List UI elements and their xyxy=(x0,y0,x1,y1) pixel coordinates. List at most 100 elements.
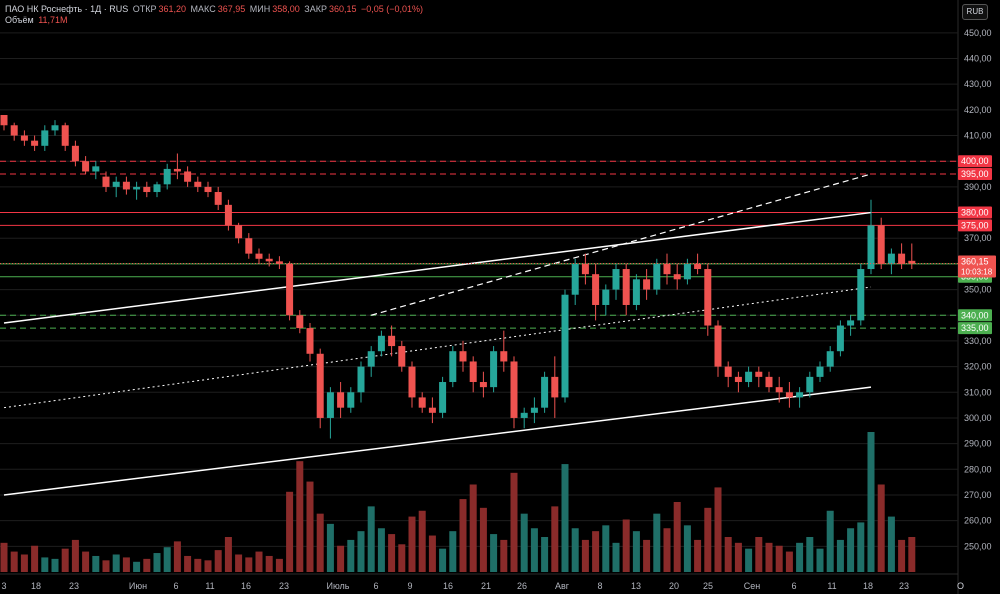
level-tag-label: 380,00 xyxy=(961,208,989,218)
candle-body xyxy=(92,166,100,172)
candle xyxy=(479,371,487,398)
candle xyxy=(520,407,528,429)
candle xyxy=(153,181,161,198)
volume-bar xyxy=(102,560,110,572)
candle xyxy=(857,263,865,326)
legend-close-value: 360,15 xyxy=(328,4,357,14)
candle xyxy=(316,348,324,429)
candle xyxy=(796,387,804,408)
volume-bar xyxy=(153,553,161,572)
level-tag-label: 400,00 xyxy=(961,156,989,166)
level-tag-label: 335,00 xyxy=(961,323,989,333)
legend-change: −0,05 (−0,01%) xyxy=(361,4,424,14)
volume-bar xyxy=(775,545,783,572)
volume-bar xyxy=(653,513,661,572)
candle-body xyxy=(347,392,355,408)
currency-button[interactable]: RUB xyxy=(962,4,988,20)
x-tick-label: Июль xyxy=(327,581,350,591)
candle xyxy=(887,248,895,275)
scale-settings-button[interactable]: O xyxy=(956,581,964,591)
candle-body xyxy=(459,351,467,362)
candle xyxy=(71,140,79,167)
candle xyxy=(806,371,814,398)
candle-body xyxy=(877,225,885,264)
volume-bar xyxy=(816,548,824,572)
candle xyxy=(408,361,416,408)
candle-body xyxy=(602,289,610,305)
volume-bar xyxy=(92,555,100,572)
candle-body xyxy=(745,371,753,383)
candle-body xyxy=(755,371,763,377)
candle xyxy=(877,217,885,270)
candle xyxy=(61,122,69,151)
volume-bar xyxy=(500,539,508,572)
candle-body xyxy=(673,274,681,280)
candle-body xyxy=(184,171,192,182)
candle xyxy=(622,263,630,316)
volume-bar xyxy=(173,541,181,572)
candle-body xyxy=(510,361,518,418)
candle-body xyxy=(734,376,742,383)
volume-bar xyxy=(704,507,712,572)
candle-body xyxy=(388,335,396,347)
candle xyxy=(755,366,763,388)
y-tick-label: 350,00 xyxy=(964,285,992,295)
candle xyxy=(765,371,773,393)
candle xyxy=(704,263,712,336)
x-tick-label: Сен xyxy=(744,581,761,591)
candle-body xyxy=(490,351,498,388)
candle xyxy=(632,274,640,311)
volume-bar xyxy=(82,551,90,572)
volume-bar xyxy=(214,550,222,572)
volume-bar xyxy=(255,551,263,572)
candle xyxy=(235,222,243,244)
candle xyxy=(377,330,385,357)
x-tick-label: 6 xyxy=(373,581,378,591)
candle xyxy=(41,125,49,151)
volume-bar xyxy=(31,545,39,572)
legend-open-label: ОТКР xyxy=(132,4,157,14)
level-tag xyxy=(958,168,992,181)
volume-bar xyxy=(286,491,294,572)
volume-bar xyxy=(541,537,549,572)
volume-bar xyxy=(122,557,130,572)
candle xyxy=(326,387,334,439)
candle-body xyxy=(449,351,457,383)
candle xyxy=(643,269,651,300)
candle-body xyxy=(898,253,906,264)
candle-body xyxy=(836,325,844,352)
volume-bar xyxy=(867,432,875,572)
volume-bar xyxy=(673,502,681,572)
candle-body xyxy=(500,351,508,362)
volume-bar xyxy=(61,548,69,572)
candle xyxy=(265,253,273,267)
candle-body xyxy=(816,366,824,377)
candle-body xyxy=(765,376,773,388)
volume-bar xyxy=(592,531,600,572)
candle xyxy=(694,253,702,275)
y-tick-label: 290,00 xyxy=(964,439,992,449)
volume-bar xyxy=(388,534,396,572)
x-tick-label: 8 xyxy=(597,581,602,591)
volume-bar xyxy=(51,558,59,572)
candle xyxy=(530,397,538,424)
volume-bar xyxy=(367,506,375,572)
y-tick-label: 250,00 xyxy=(964,541,992,551)
candle-body xyxy=(316,353,324,418)
candle-body xyxy=(255,253,263,259)
x-tick-label: 25 xyxy=(703,581,713,591)
y-tick-label: 390,00 xyxy=(964,182,992,192)
volume-bar xyxy=(683,525,691,572)
candle xyxy=(0,114,8,131)
y-tick-label: 310,00 xyxy=(964,387,992,397)
volume-bar xyxy=(408,516,416,572)
volume-bar xyxy=(316,513,324,572)
candle-body xyxy=(857,269,865,321)
candle xyxy=(816,361,824,383)
candle-body xyxy=(306,328,314,354)
volume-bar xyxy=(806,537,814,572)
volume-bar xyxy=(337,545,345,572)
volume-bar xyxy=(581,539,589,572)
candle xyxy=(194,176,202,193)
